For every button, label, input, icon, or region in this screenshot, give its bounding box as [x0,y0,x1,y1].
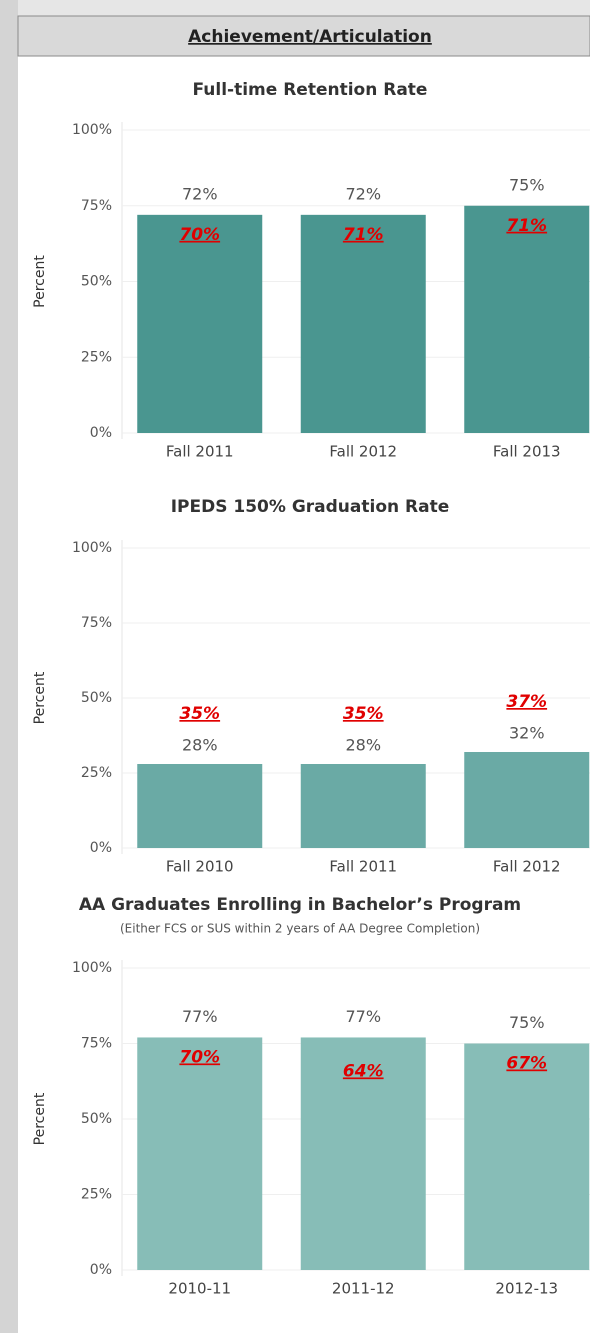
bar [464,752,590,848]
y-axis-label: Percent [32,671,48,724]
y-tick-label: 75% [81,615,112,631]
x-tick-label: 2012-13 [495,1280,558,1298]
y-tick-label: 25% [81,1187,112,1203]
bar [137,1037,263,1270]
x-tick-label: Fall 2011 [166,443,234,461]
bar [300,1037,426,1270]
left-strip [0,0,18,1333]
benchmark-label: 70% [179,1047,220,1067]
y-tick-label: 75% [81,1036,112,1052]
bar [137,764,263,848]
value-label: 72% [182,184,218,203]
benchmark-label: 70% [179,225,220,245]
y-tick-label: 50% [81,690,112,706]
x-tick-label: 2010-11 [168,1280,231,1298]
bar [300,764,426,848]
y-tick-label: 100% [72,960,112,976]
value-label: 77% [345,1007,381,1026]
x-tick-label: Fall 2012 [493,858,561,876]
y-tick-label: 75% [81,198,112,214]
y-tick-label: 100% [72,540,112,556]
y-tick-label: 0% [90,1262,112,1278]
x-tick-label: 2011-12 [332,1280,395,1298]
y-tick-label: 25% [81,349,112,365]
value-label: 75% [509,1013,545,1032]
value-label: 28% [182,736,218,755]
x-tick-label: Fall 2012 [329,443,397,461]
y-tick-label: 0% [90,425,112,441]
value-label: 75% [509,175,545,194]
bar [137,214,263,433]
value-label: 77% [182,1007,218,1026]
y-tick-label: 100% [72,122,112,138]
value-label: 72% [345,184,381,203]
y-axis-label: Percent [32,1092,48,1145]
benchmark-label: 35% [179,704,220,724]
bar [464,1043,590,1270]
bar [300,214,426,433]
benchmark-label: 64% [343,1061,384,1081]
x-tick-label: Fall 2013 [493,443,561,461]
benchmark-label: 37% [506,692,547,712]
chart-title: IPEDS 150% Graduation Rate [171,497,450,517]
value-label: 32% [509,724,545,743]
benchmark-label: 71% [506,216,547,236]
bar [464,205,590,433]
y-axis-label: Percent [32,255,48,308]
y-tick-label: 0% [90,840,112,856]
y-tick-label: 50% [81,1111,112,1127]
header-bar [17,15,590,57]
header-title: Achievement/Articulation [188,27,432,47]
value-label: 28% [345,736,381,755]
benchmark-label: 71% [343,225,384,245]
benchmark-label: 35% [343,704,384,724]
y-tick-label: 50% [81,274,112,290]
benchmark-label: 67% [506,1054,547,1074]
chart-title: AA Graduates Enrolling in Bachelor’s Pro… [79,895,521,915]
x-tick-label: Fall 2010 [166,858,234,876]
y-tick-label: 25% [81,765,112,781]
chart-title: Full-time Retention Rate [193,80,428,100]
chart-subtitle: (Either FCS or SUS within 2 years of AA … [120,922,480,936]
x-tick-label: Fall 2011 [329,858,397,876]
